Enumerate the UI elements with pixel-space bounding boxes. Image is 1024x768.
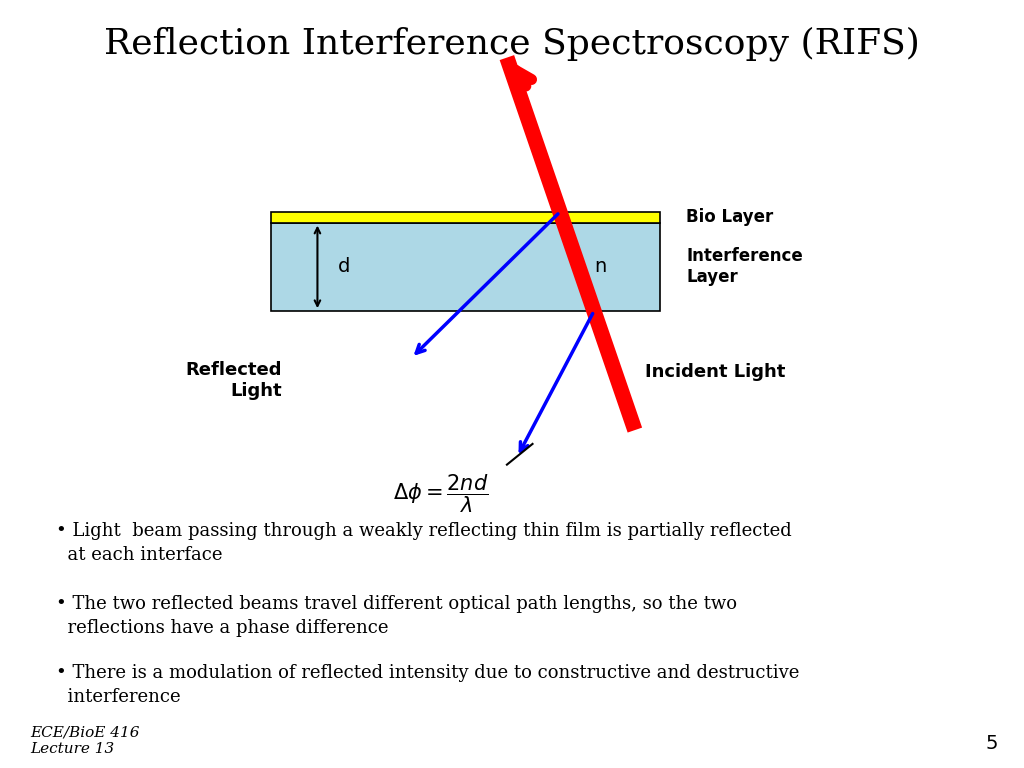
Text: Incident Light: Incident Light [645, 363, 785, 382]
Text: • The two reflected beams travel different optical path lengths, so the two
  re: • The two reflected beams travel differe… [56, 595, 737, 637]
Text: • Light  beam passing through a weakly reflecting thin film is partially reflect: • Light beam passing through a weakly re… [56, 522, 793, 564]
Text: d: d [338, 257, 350, 276]
Text: Reflected
Light: Reflected Light [185, 361, 282, 399]
Text: Bio Layer: Bio Layer [686, 208, 773, 227]
Text: ECE/BioE 416
Lecture 13: ECE/BioE 416 Lecture 13 [31, 726, 140, 756]
Text: $\Delta\phi = \dfrac{2nd}{\lambda}$: $\Delta\phi = \dfrac{2nd}{\lambda}$ [392, 472, 488, 515]
Bar [271, 223, 660, 311]
Text: n: n [594, 257, 606, 276]
Bar [271, 212, 660, 223]
Text: 5: 5 [986, 733, 998, 753]
Text: • There is a modulation of reflected intensity due to constructive and destructi: • There is a modulation of reflected int… [56, 664, 800, 706]
Text: Reflection Interference Spectroscopy (RIFS): Reflection Interference Spectroscopy (RI… [104, 27, 920, 61]
Text: Interference
Layer: Interference Layer [686, 247, 803, 286]
Text: $I_2$: $I_2$ [568, 237, 582, 257]
Text: $I_1$: $I_1$ [602, 336, 615, 356]
